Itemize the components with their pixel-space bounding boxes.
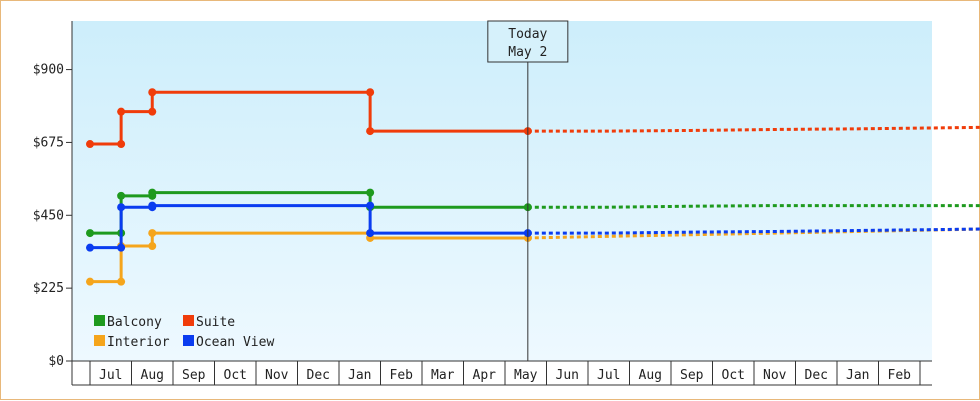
data-point	[366, 88, 375, 97]
series-layer	[86, 88, 980, 286]
forecast-line	[527, 204, 980, 209]
data-point	[86, 243, 94, 252]
forecast-line	[527, 125, 980, 133]
data-point	[366, 127, 375, 136]
data-point	[366, 201, 375, 210]
data-point	[117, 107, 126, 116]
legend-item-ocean-view: Ocean View	[183, 335, 274, 350]
x-tick-label: Apr	[473, 368, 497, 383]
legend: Balcony Interior Suite Ocean View	[94, 315, 274, 350]
data-point	[148, 201, 157, 210]
legend-swatch	[183, 315, 194, 326]
legend-swatch	[94, 315, 105, 326]
x-tick-label: Aug	[639, 368, 662, 383]
legend-swatch	[183, 335, 194, 346]
y-tick-label: $225	[33, 281, 64, 296]
data-point	[148, 107, 157, 116]
x-tick-label: Sep	[680, 368, 704, 383]
x-tick-label: Aug	[141, 368, 164, 383]
x-tick-label: Feb	[888, 368, 912, 383]
data-point	[117, 203, 126, 212]
x-tick-label: Nov	[265, 368, 289, 383]
legend-label: Interior	[107, 335, 170, 350]
x-tick-label: Jul	[597, 368, 620, 383]
data-point	[86, 277, 94, 286]
x-tick-label: Feb	[390, 368, 414, 383]
y-tick-label: $0	[48, 354, 64, 369]
x-tick-label: Oct	[722, 368, 745, 383]
data-point	[117, 140, 126, 149]
today-label: Today	[508, 27, 547, 42]
data-point	[148, 242, 157, 251]
x-tick-label: Jun	[556, 368, 579, 383]
legend-item-suite: Suite	[183, 315, 235, 330]
data-point	[117, 277, 126, 286]
data-point	[117, 191, 126, 200]
x-tick-label: Dec	[805, 368, 828, 383]
y-axis: $0 $225 $450 $675 $900	[33, 63, 72, 369]
y-tick-label: $900	[33, 63, 64, 78]
data-point	[86, 229, 94, 238]
today-marker: Today May 2	[487, 20, 569, 361]
legend-item-interior: Interior	[94, 335, 170, 350]
x-tick-label: Jan	[348, 368, 371, 383]
x-tick-label: Mar	[431, 368, 455, 383]
x-axis: Jul Aug Sep Oct Nov Dec Jan Feb Mar Apr May Jun Jul A…	[71, 361, 932, 386]
legend-label: Ocean View	[196, 335, 274, 350]
data-point	[117, 243, 126, 252]
x-tick-label: Nov	[763, 368, 787, 383]
data-point	[148, 229, 157, 238]
legend-swatch	[94, 335, 105, 346]
x-tick-label: Sep	[182, 368, 206, 383]
data-point	[148, 88, 157, 97]
y-tick-label: $450	[33, 208, 64, 223]
x-tick-label: Dec	[307, 368, 330, 383]
legend-label: Balcony	[107, 315, 162, 330]
data-point	[148, 188, 157, 197]
series-line	[90, 90, 528, 146]
x-tick-label: Jul	[99, 368, 122, 383]
data-point	[366, 229, 375, 238]
x-tick-label: May	[514, 368, 538, 383]
plot-background	[72, 21, 932, 361]
x-tick-label: Jan	[846, 368, 869, 383]
legend-label: Suite	[196, 315, 235, 330]
axes	[71, 21, 932, 362]
today-date: May 2	[508, 45, 547, 60]
forecast-line	[527, 227, 980, 235]
x-tick-label: Oct	[224, 368, 247, 383]
series-suite	[86, 88, 980, 149]
y-tick-label: $675	[33, 135, 64, 150]
data-point	[366, 188, 375, 197]
data-point	[86, 140, 94, 149]
legend-item-balcony: Balcony	[94, 315, 162, 330]
today-box	[487, 20, 569, 63]
forecast-line	[527, 227, 980, 240]
